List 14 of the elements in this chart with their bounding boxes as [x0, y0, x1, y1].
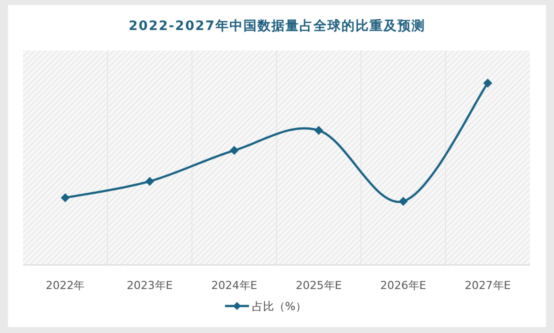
legend-label: 占比（%） — [252, 300, 306, 313]
point — [230, 146, 239, 155]
point — [60, 193, 70, 202]
point — [398, 196, 408, 206]
chart-title: 2022-2027年中国数据量占全球的比重及预测 — [128, 18, 426, 34]
x-tick-label: 2025年E — [296, 279, 342, 292]
x-tick-label: 2027年E — [464, 279, 511, 292]
point — [314, 126, 324, 135]
point — [483, 78, 492, 88]
x-tick-label: 2022年 — [46, 279, 85, 292]
x-tick-label: 2026年E — [380, 279, 426, 292]
x-tick-label: 2023年E — [126, 279, 173, 292]
point — [145, 176, 154, 186]
x-tick-label: 2024年E — [211, 279, 258, 292]
